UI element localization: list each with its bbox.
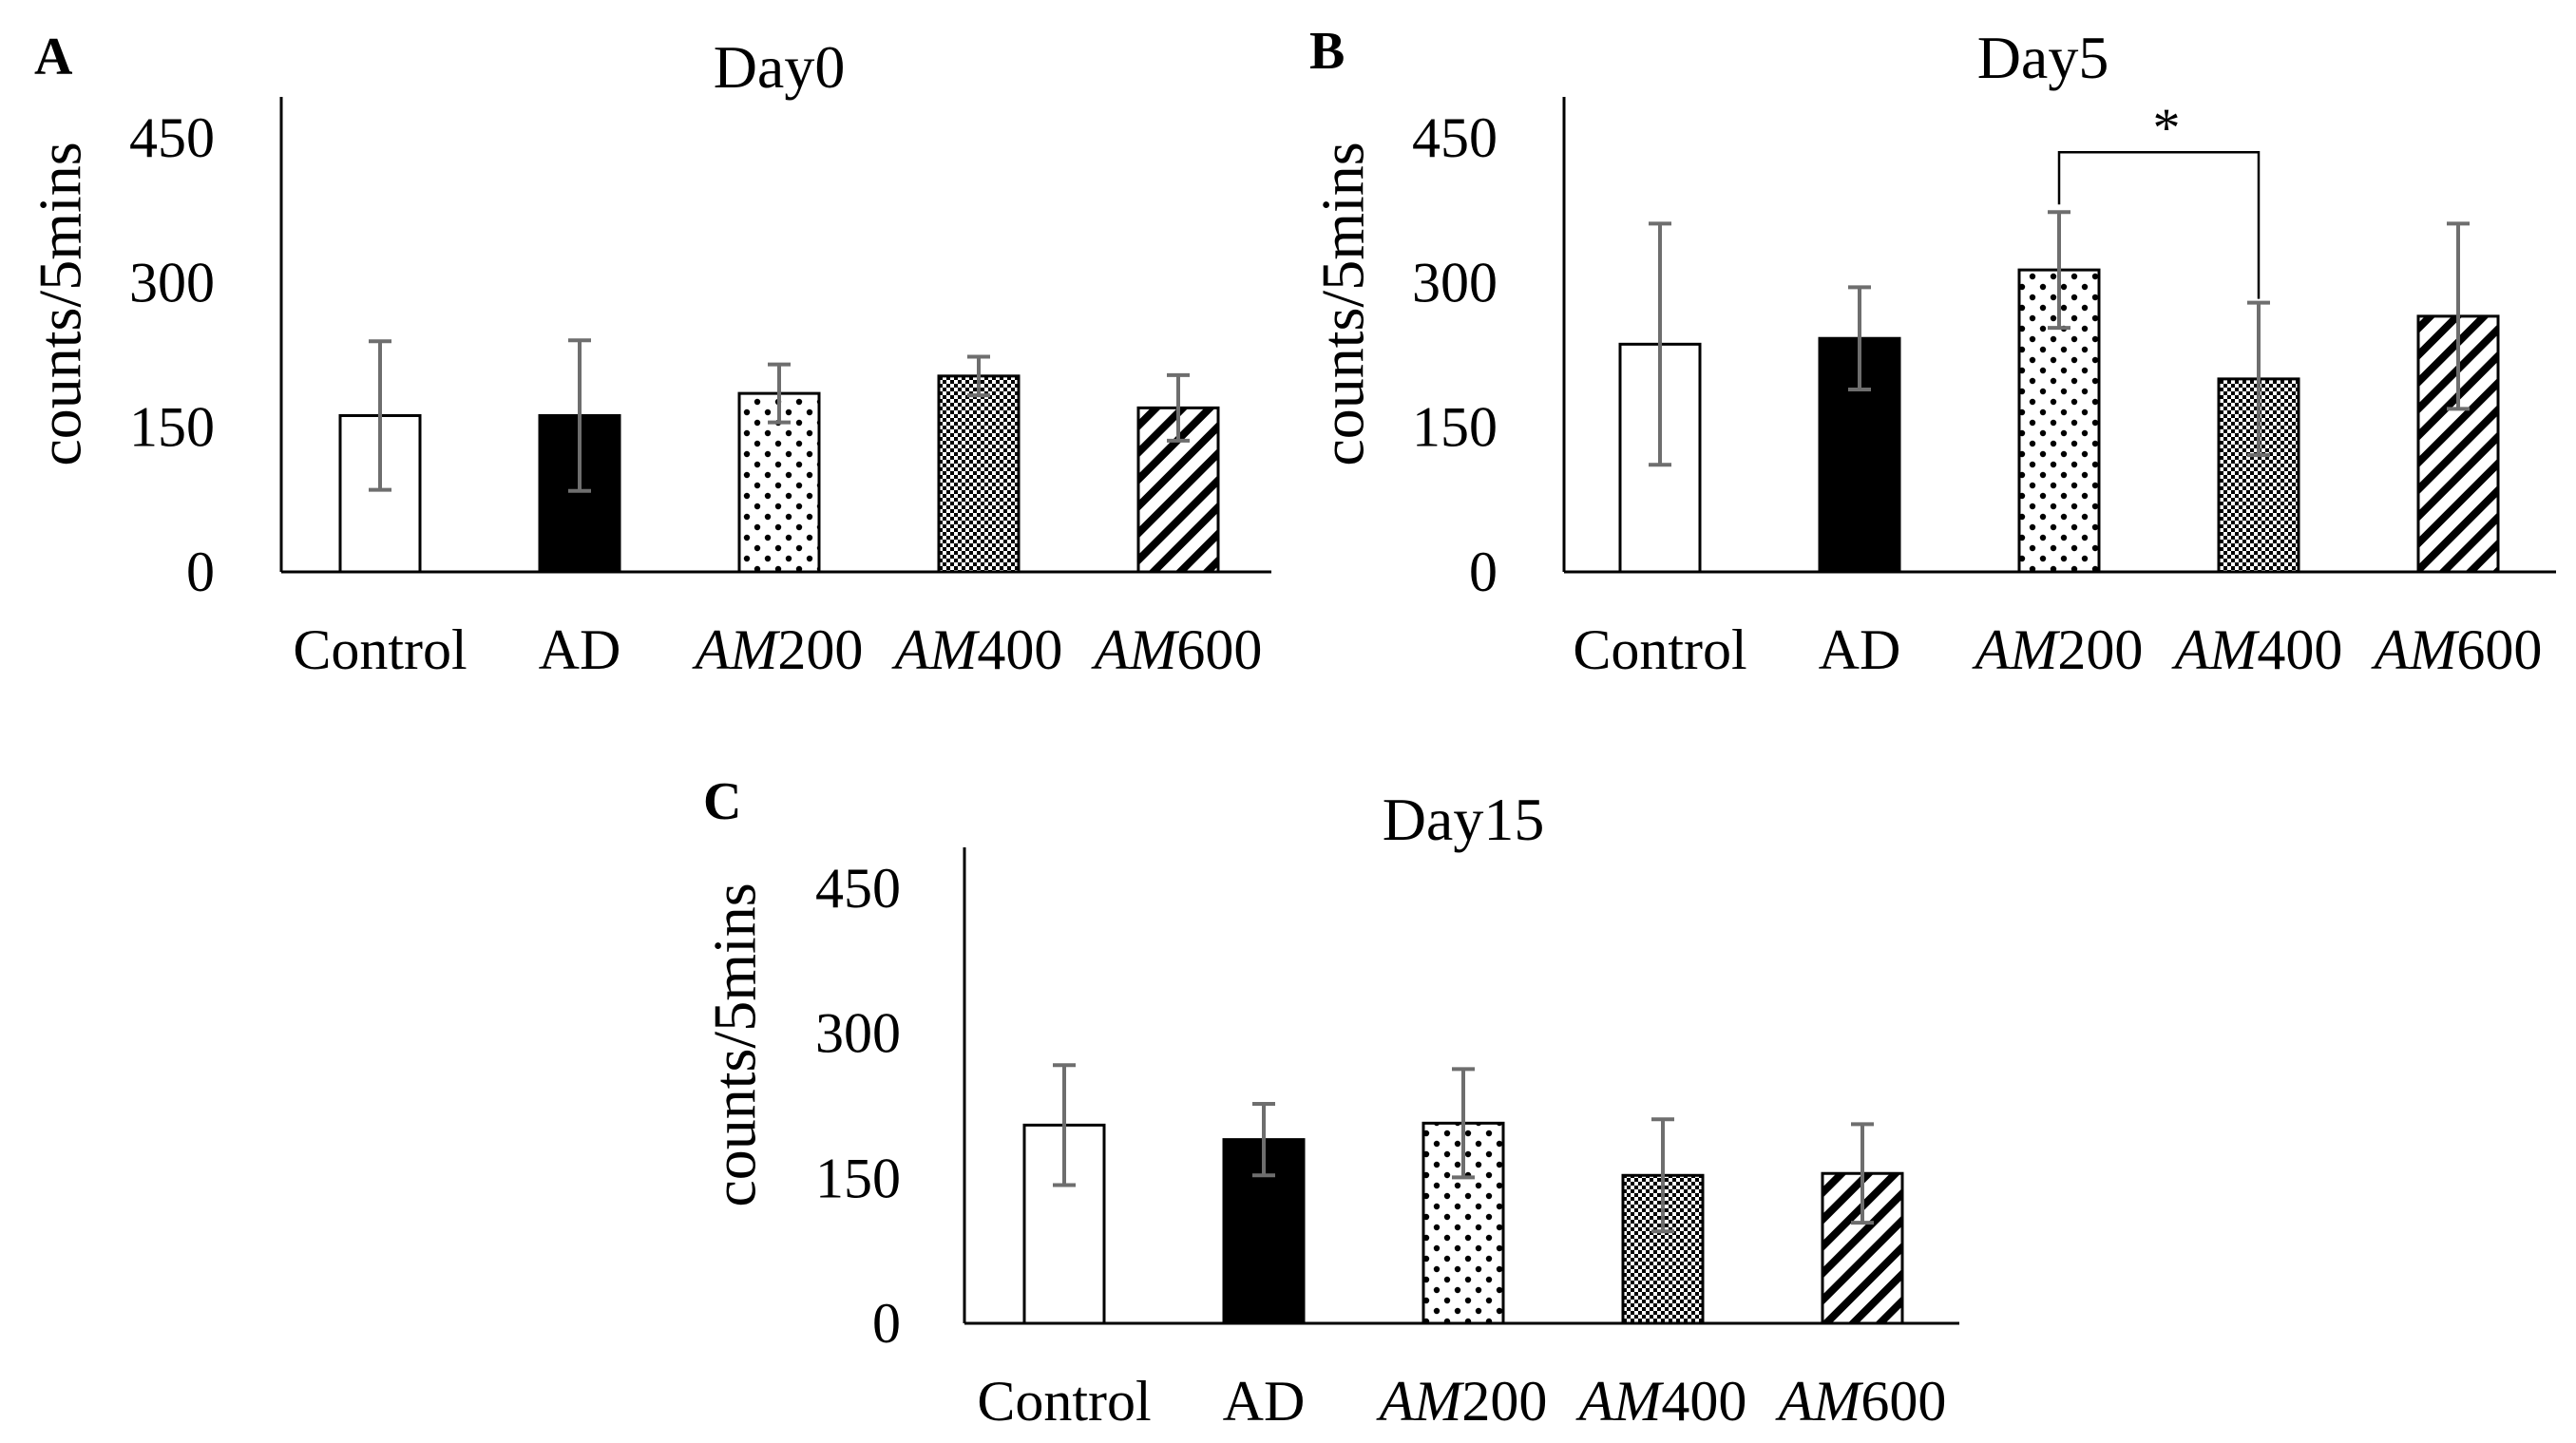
x-tick-label: AM200 bbox=[692, 618, 864, 681]
bar-am400 bbox=[937, 374, 1021, 574]
error-bar bbox=[2447, 221, 2470, 411]
chart-title: Day5 bbox=[1977, 24, 2109, 91]
significance-label: * bbox=[2153, 97, 2181, 159]
error-bar bbox=[1252, 1101, 1275, 1178]
panel-letter: B bbox=[1309, 22, 1345, 81]
significance-bracket: * bbox=[2057, 97, 2261, 299]
chart-panel-c: C Day15 counts/5mins 0 150 300 450 Control AD AM2… bbox=[701, 772, 1959, 1433]
y-tick-label: 300 bbox=[815, 1002, 901, 1065]
error-bar bbox=[967, 354, 990, 398]
bar-ad bbox=[538, 413, 621, 574]
y-tick-label: 450 bbox=[1412, 106, 1498, 169]
error-bar bbox=[1848, 285, 1871, 392]
x-tick-label: AM600 bbox=[1775, 1370, 1947, 1433]
y-axis-label: counts/5mins bbox=[701, 883, 769, 1206]
chart-title: Day0 bbox=[714, 33, 846, 101]
y-tick-label: 0 bbox=[872, 1292, 901, 1355]
error-bar bbox=[568, 338, 591, 493]
x-tick-label: Control bbox=[1573, 618, 1746, 681]
x-tick-label: AD bbox=[1223, 1370, 1306, 1433]
x-tick-label: Control bbox=[293, 618, 467, 681]
x-tick-label: Control bbox=[977, 1370, 1151, 1433]
error-bar bbox=[1851, 1122, 1874, 1225]
error-bar bbox=[1452, 1067, 1475, 1180]
y-tick-label: 150 bbox=[815, 1147, 901, 1209]
x-tick-label: AM400 bbox=[2171, 618, 2343, 681]
error-bar bbox=[768, 362, 791, 425]
error-bar bbox=[369, 339, 391, 492]
y-tick-label: 0 bbox=[1469, 541, 1498, 603]
error-bar bbox=[2247, 300, 2270, 458]
y-tick-label: 150 bbox=[129, 396, 215, 459]
chart-panel-a: A Day0 counts/5mins 0 150 300 450 Control AD AM20… bbox=[27, 28, 1271, 681]
y-tick-label: 300 bbox=[1412, 251, 1498, 313]
x-tick-label: AD bbox=[539, 618, 621, 681]
x-tick-label: AM200 bbox=[1972, 618, 2144, 681]
y-tick-label: 450 bbox=[129, 106, 215, 169]
y-tick-label: 450 bbox=[815, 857, 901, 920]
x-tick-label: AM600 bbox=[1091, 618, 1263, 681]
panel-letter: C bbox=[703, 772, 741, 831]
x-tick-label: AM400 bbox=[1575, 1370, 1747, 1433]
error-bar bbox=[1651, 1117, 1674, 1234]
y-tick-label: 300 bbox=[129, 251, 215, 313]
error-bar bbox=[1649, 221, 1671, 467]
error-bar bbox=[1053, 1063, 1076, 1187]
error-bar bbox=[2048, 210, 2070, 331]
y-tick-label: 150 bbox=[1412, 396, 1498, 459]
x-tick-label: AD bbox=[1819, 618, 1901, 681]
x-tick-label: AM600 bbox=[2371, 618, 2543, 681]
error-bar bbox=[1167, 372, 1190, 443]
chart-panel-b: B Day5 counts/5mins 0 150 300 450 Control AD AM20… bbox=[1309, 22, 2556, 681]
y-axis-label: counts/5mins bbox=[27, 142, 94, 465]
chart-title: Day15 bbox=[1383, 786, 1545, 853]
x-tick-label: AM200 bbox=[1376, 1370, 1548, 1433]
y-axis-label: counts/5mins bbox=[1309, 142, 1377, 465]
panel-letter: A bbox=[34, 28, 73, 86]
x-tick-label: AM400 bbox=[891, 618, 1063, 681]
y-tick-label: 0 bbox=[186, 541, 215, 603]
